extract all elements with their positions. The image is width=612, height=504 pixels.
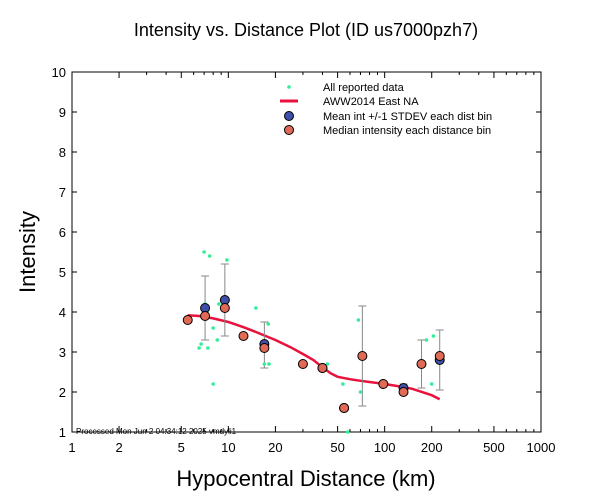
median-point [219,303,230,313]
reported-point [424,338,429,342]
plot-frame [71,71,542,433]
median-point [297,359,308,369]
reported-point [225,258,229,262]
y-tick-label: 10 [52,65,66,80]
y-axis-label: Intensity [15,211,40,293]
legend-label-line: AWW2014 East NA [323,96,419,108]
mean-points-layer [200,295,445,413]
errorbar-layer [201,263,444,407]
reported-point [211,382,215,386]
chart-title: Intensity vs. Distance Plot (ID us7000pz… [134,20,478,40]
y-tick-label: 4 [59,305,66,320]
y-axis: 1 2 3 4 5 6 7 8 9 10 [52,65,541,440]
x-tick-label: 50 [330,440,344,455]
y-tick-label: 7 [59,185,66,200]
legend: All reported data AWW2014 East NA Mean i… [280,82,492,137]
y-tick-label: 5 [59,265,66,280]
reported-point [325,362,330,366]
x-tick-label: 20 [268,440,282,455]
median-point [357,351,368,361]
y-tick-label: 1 [59,425,66,440]
legend-marker-median [284,125,294,135]
reported-point [211,326,215,330]
median-point [434,351,445,361]
reported-point [197,346,201,350]
reported-point [207,254,212,258]
legend-marker-reported [287,85,291,89]
y-tick-label: 9 [59,105,66,120]
median-points-layer [182,303,445,413]
x-tick-label: 200 [421,440,443,455]
reported-point [431,334,436,338]
reported-point [358,390,363,394]
median-point [317,363,328,373]
median-point [238,331,249,341]
x-tick-label: 500 [483,440,505,455]
x-axis-label: Hypocentral Distance (km) [176,466,435,491]
median-point [416,359,427,369]
median-point [200,311,211,321]
x-tick-label: 2 [115,440,122,455]
reported-point [356,318,361,322]
reported-point [215,338,220,342]
y-tick-label: 6 [59,225,66,240]
legend-label-mean: Mean int +/-1 STDEV each dist bin [323,111,492,123]
x-axis: 1 2 5 10 20 50 100 200 500 1000 [68,72,555,455]
reported-point [202,250,206,254]
reported-point [267,362,271,366]
median-point [339,403,350,413]
x-tick-label: 10 [221,440,235,455]
x-tick-label: 5 [178,440,185,455]
reported-point [254,306,258,310]
y-tick-label: 2 [59,385,66,400]
y-tick-label: 3 [59,345,66,360]
x-tick-label: 100 [374,440,396,455]
reported-point [345,430,350,434]
median-point [182,315,193,325]
reported-point [206,346,210,350]
x-tick-label: 1000 [527,440,556,455]
reported-point [266,322,271,326]
legend-label-reported: All reported data [323,82,405,94]
reported-point [341,382,345,386]
x-tick-label: 1 [68,440,75,455]
median-point [259,343,270,353]
reported-point [262,362,267,366]
reported-data-layer [197,250,436,434]
reported-point [429,382,434,386]
median-point [378,379,389,389]
median-point [398,387,409,397]
reported-point [217,302,221,306]
processed-footer: Processed Mon Jun 2 04:34:12 2025 vmdyli… [76,427,237,436]
reported-point [199,342,203,346]
y-tick-label: 8 [59,145,66,160]
legend-label-median: Median intensity each distance bin [323,125,491,137]
legend-marker-mean [284,111,294,121]
